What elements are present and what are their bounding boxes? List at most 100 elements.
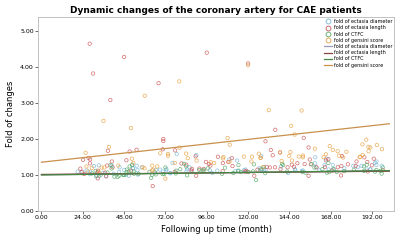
- Point: [300, 168, 306, 172]
- Point: [172, 149, 178, 152]
- Point: [98, 173, 104, 177]
- Point: [248, 160, 255, 163]
- Point: [86, 42, 93, 46]
- Point: [89, 172, 95, 175]
- Point: [206, 168, 213, 172]
- Point: [326, 168, 332, 171]
- Point: [270, 153, 276, 157]
- Point: [256, 152, 262, 156]
- Point: [338, 174, 344, 177]
- Point: [294, 161, 300, 165]
- Point: [313, 165, 320, 169]
- Point: [165, 152, 171, 156]
- Point: [79, 170, 86, 174]
- Point: [334, 170, 340, 174]
- Point: [176, 79, 182, 83]
- Point: [183, 152, 189, 156]
- Point: [110, 172, 117, 176]
- Point: [105, 149, 111, 153]
- X-axis label: Following up time (month): Following up time (month): [161, 225, 272, 234]
- Point: [135, 172, 142, 176]
- Point: [361, 169, 367, 173]
- Point: [242, 170, 248, 174]
- Point: [193, 153, 200, 157]
- Point: [367, 168, 373, 171]
- Point: [323, 152, 329, 156]
- Point: [100, 119, 107, 123]
- Point: [96, 174, 102, 178]
- Point: [313, 165, 319, 169]
- Point: [153, 173, 159, 176]
- Point: [268, 148, 274, 152]
- Point: [124, 168, 130, 172]
- Point: [312, 147, 318, 151]
- Point: [183, 165, 190, 168]
- Point: [243, 169, 249, 173]
- Point: [186, 165, 193, 169]
- Point: [339, 154, 345, 158]
- Point: [94, 176, 101, 180]
- Point: [365, 145, 372, 149]
- Point: [104, 164, 110, 168]
- Point: [121, 173, 128, 177]
- Point: [206, 162, 212, 166]
- Point: [142, 94, 148, 98]
- Point: [189, 169, 195, 173]
- Point: [149, 164, 156, 168]
- Point: [361, 156, 368, 159]
- Point: [292, 167, 298, 171]
- Point: [338, 164, 344, 168]
- Point: [257, 156, 264, 160]
- Point: [259, 168, 266, 171]
- Point: [130, 161, 136, 165]
- Point: [325, 161, 332, 165]
- Point: [215, 155, 221, 159]
- Point: [278, 159, 285, 163]
- Point: [378, 172, 385, 175]
- Point: [302, 171, 309, 175]
- Point: [238, 170, 244, 174]
- Point: [258, 167, 265, 171]
- Point: [167, 171, 174, 175]
- Point: [261, 168, 268, 171]
- Point: [249, 155, 255, 159]
- Point: [251, 162, 257, 166]
- Point: [289, 163, 295, 167]
- Point: [245, 63, 251, 67]
- Point: [260, 165, 267, 169]
- Point: [367, 168, 374, 171]
- Point: [128, 169, 134, 173]
- Point: [224, 136, 231, 140]
- Point: [380, 168, 386, 172]
- Point: [91, 164, 97, 168]
- Point: [345, 162, 351, 166]
- Point: [130, 166, 136, 170]
- Point: [326, 144, 333, 148]
- Point: [107, 98, 114, 102]
- Point: [291, 133, 298, 137]
- Point: [358, 164, 365, 168]
- Point: [133, 148, 140, 152]
- Point: [334, 165, 341, 169]
- Point: [302, 162, 308, 166]
- Point: [280, 163, 286, 167]
- Point: [81, 172, 87, 176]
- Point: [74, 170, 81, 174]
- Point: [183, 163, 190, 167]
- Point: [103, 174, 110, 178]
- Point: [77, 167, 84, 171]
- Point: [379, 147, 385, 151]
- Point: [150, 168, 156, 172]
- Point: [336, 154, 342, 158]
- Point: [189, 167, 195, 171]
- Point: [220, 156, 226, 160]
- Point: [334, 149, 341, 153]
- Point: [139, 165, 146, 169]
- Point: [184, 167, 190, 171]
- Point: [131, 172, 137, 176]
- Point: [115, 164, 122, 168]
- Point: [124, 170, 130, 174]
- Point: [193, 159, 200, 162]
- Point: [250, 169, 256, 173]
- Point: [122, 173, 129, 176]
